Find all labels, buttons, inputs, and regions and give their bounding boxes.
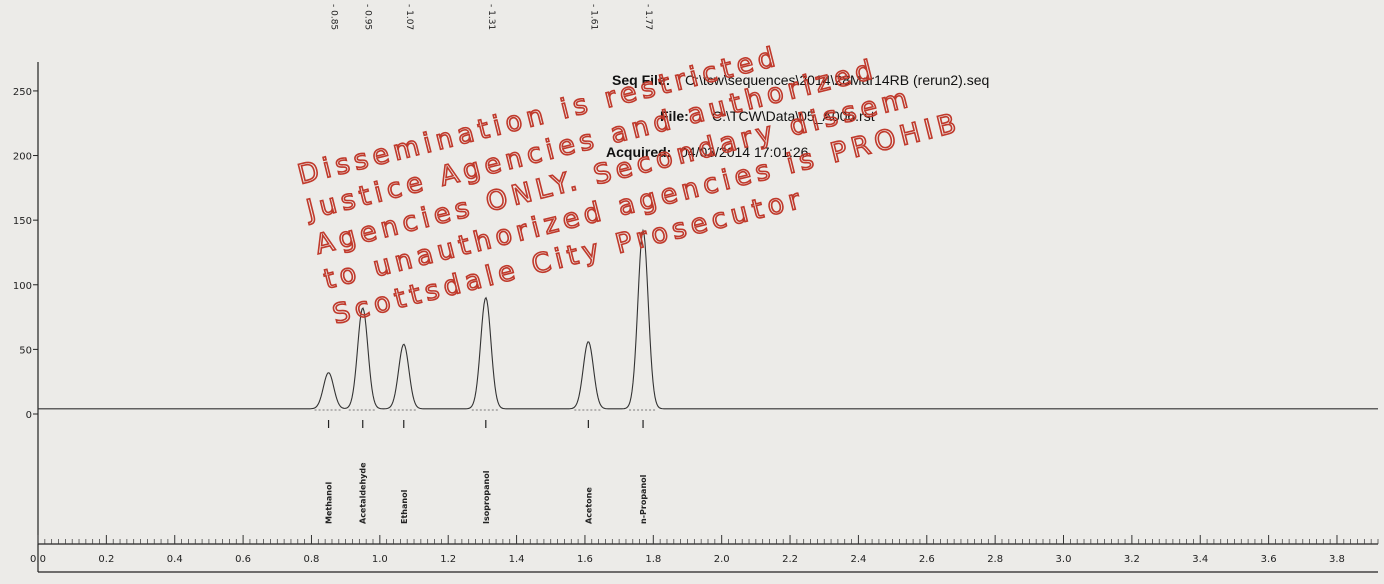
x-tick-label: 1.6 (577, 554, 593, 565)
peak-name-label: Isopropanol (482, 470, 491, 524)
x-tick-label: 0.4 (167, 554, 183, 565)
x-tick-label: 1.4 (509, 554, 525, 565)
x-tick-label: 0.6 (235, 554, 251, 565)
peak-rt-label: - 1.31 (486, 4, 496, 30)
y-tick-label: 50 (19, 345, 32, 356)
x-tick-label: 2.0 (714, 554, 730, 565)
x-tick-label: 2.8 (987, 554, 1003, 565)
x-tick-label: 2.6 (919, 554, 935, 565)
x-tick-label: 3.4 (1192, 554, 1208, 565)
peak-name-label: n-Propanol (639, 474, 648, 524)
x-tick-label: 2.4 (850, 554, 866, 565)
x-tick-label: 3.8 (1329, 554, 1345, 565)
y-tick-label: 0 (26, 410, 32, 421)
x-tick-label: 0.8 (304, 554, 320, 565)
peak-rt-label: - 0.95 (363, 4, 373, 30)
x-tick-label: 0.0 (30, 554, 46, 565)
peak-rt-label: - 1.77 (643, 4, 653, 30)
peak-name-label: Acetaldehyde (359, 462, 368, 524)
y-tick-label: 100 (13, 281, 32, 292)
watermark: Dissemination is restricted Justice Agen… (293, 2, 973, 331)
x-ticks: 0.0 0.2 0.4 0.6 0.8 1.0 1.2 1.4 1.6 1.8 2.0 2.2 2.4 2… (30, 535, 1378, 565)
y-tick-label: 150 (13, 216, 32, 227)
peak-rt-label: - 0.85 (329, 4, 339, 30)
x-tick-label: 1.2 (440, 554, 456, 565)
x-tick-label: 1.0 (372, 554, 388, 565)
y-tick-label: 200 (13, 152, 32, 163)
x-tick-label: 3.0 (1056, 554, 1072, 565)
y-tick-label: 250 (13, 87, 32, 98)
x-tick-label: 3.6 (1261, 554, 1277, 565)
x-tick-label: 2.2 (782, 554, 798, 565)
y-ticks: 0 50 100 150 200 250 (13, 87, 38, 421)
peak-rt-label: - 1.61 (588, 4, 598, 30)
peak-name-label: Ethanol (400, 489, 409, 524)
x-tick-label: 3.2 (1124, 554, 1140, 565)
peak-name-label: Acetone (584, 487, 593, 524)
x-tick-label: 1.8 (645, 554, 661, 565)
peak-name-label: Methanol (325, 482, 334, 524)
peak-rt-label: - 1.07 (404, 4, 414, 30)
x-tick-label: 0.2 (98, 554, 114, 565)
chromatogram-trace (38, 231, 1378, 409)
